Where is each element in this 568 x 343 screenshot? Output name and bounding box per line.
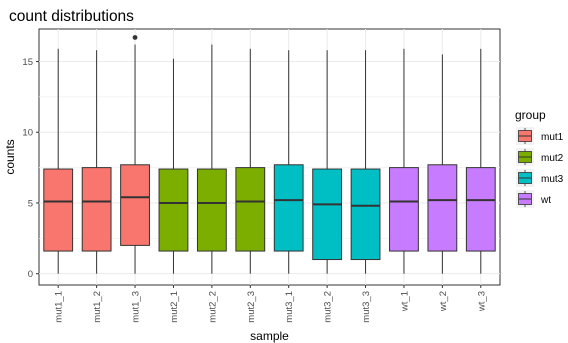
x-tick-label: wt_2 bbox=[438, 291, 449, 312]
y-tick-label: 0 bbox=[28, 269, 33, 280]
x-tick-label: mut1_3 bbox=[131, 291, 142, 323]
box-mut2_2 bbox=[196, 168, 227, 252]
box-mut1_2 bbox=[81, 167, 112, 252]
box-mut2_3 bbox=[235, 167, 266, 252]
x-tick-label: wt_3 bbox=[476, 291, 487, 312]
legend-label-mut2: mut2 bbox=[541, 153, 564, 164]
box-mut1_1 bbox=[43, 168, 74, 252]
x-tick-label: wt_1 bbox=[399, 291, 410, 312]
x-tick-label: mut2_3 bbox=[246, 291, 257, 323]
x-tick-label: mut3_2 bbox=[323, 291, 334, 323]
legend-label-mut3: mut3 bbox=[541, 174, 564, 185]
box-wt_2 bbox=[427, 164, 458, 252]
y-tick-label: 5 bbox=[28, 198, 33, 209]
outlier-point bbox=[132, 35, 138, 40]
x-tick-label: mut3_3 bbox=[361, 291, 372, 323]
y-tick-label: 10 bbox=[22, 128, 33, 139]
box-layer bbox=[43, 35, 496, 274]
box-mut3_1 bbox=[273, 164, 304, 252]
x-tick-label: mut1_2 bbox=[92, 291, 103, 323]
plot-panel bbox=[38, 28, 501, 286]
box-mut1_3 bbox=[120, 164, 150, 246]
x-tick-label: mut1_1 bbox=[54, 291, 65, 323]
x-tick-label: mut3_1 bbox=[284, 291, 295, 323]
box-wt_3 bbox=[465, 167, 496, 252]
x-tick-label: mut2_1 bbox=[169, 291, 180, 323]
x-tick-label: mut2_2 bbox=[207, 291, 218, 323]
legend-label-wt: wt bbox=[540, 195, 551, 206]
box-wt_1 bbox=[389, 167, 419, 252]
box-mut3_2 bbox=[312, 168, 343, 261]
box-mut2_1 bbox=[158, 168, 189, 252]
legend: group mut1 mut2 mut3 wt bbox=[515, 108, 564, 208]
y-axis-label: counts bbox=[3, 139, 17, 174]
legend-title: group bbox=[515, 108, 546, 122]
y-tick-label: 15 bbox=[22, 57, 33, 68]
axis-layer: 0 5 10 15 mut1_1 mut1_2 mut1_3 mut2_1 mut2_2 mut2… bbox=[22, 57, 487, 323]
chart-title: count distributions bbox=[9, 8, 134, 25]
box-mut3_3 bbox=[350, 168, 381, 261]
x-axis-label: sample bbox=[250, 329, 289, 343]
legend-label-mut1: mut1 bbox=[541, 132, 564, 143]
